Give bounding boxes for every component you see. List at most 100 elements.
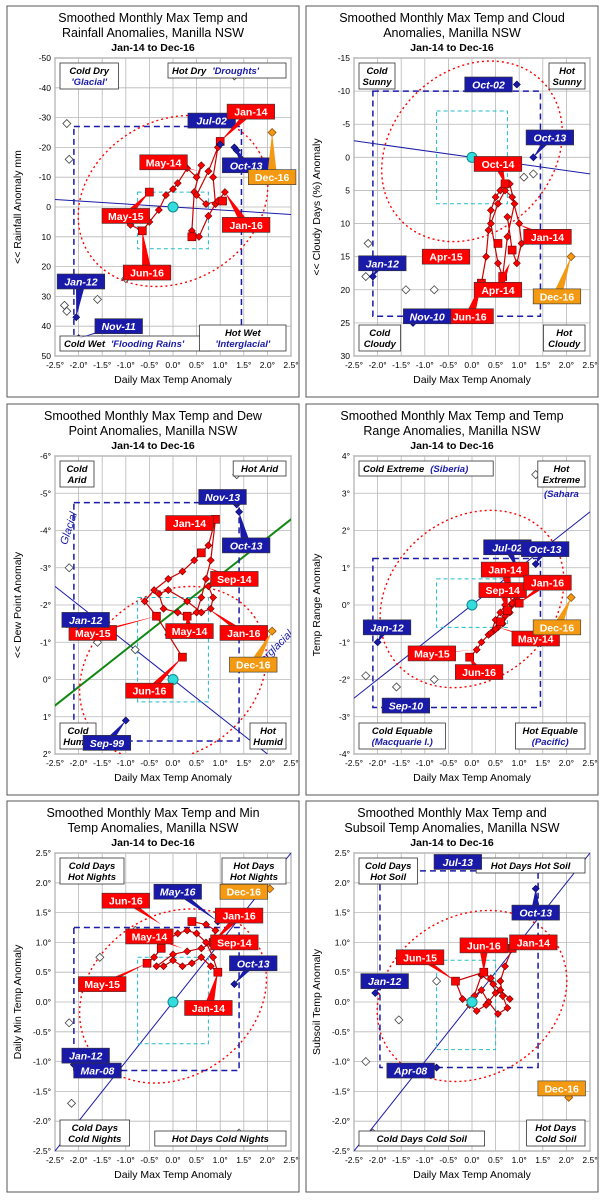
- y-tick-label: -2.5°: [33, 1146, 51, 1156]
- open-point: [519, 172, 529, 182]
- x-tick-label: -1.5°: [93, 1155, 111, 1165]
- x-tick-label: -1.5°: [93, 758, 111, 768]
- y-tick-label: 4°: [342, 451, 350, 461]
- x-tick-label: -2.5°: [46, 360, 64, 370]
- corner-label-sub: Sunny: [552, 77, 582, 88]
- y-tick-label: 10: [42, 232, 52, 242]
- callout-label: May-15: [414, 648, 450, 660]
- highlight-point: [514, 598, 524, 608]
- series-point: [491, 193, 500, 201]
- callout-box: [165, 623, 214, 639]
- callout-label: Dec-16: [227, 887, 262, 899]
- callout-label: Jan-12: [368, 976, 401, 988]
- callout-label: May-15: [108, 211, 144, 223]
- callout-label: Jan-14: [173, 518, 206, 530]
- series-point: [164, 586, 173, 595]
- x-axis-label: Daily Max Temp Anomaly: [413, 772, 531, 784]
- y-tick-label: 50: [42, 351, 52, 361]
- series-point: [197, 161, 206, 170]
- callout-box: [473, 156, 523, 172]
- open-point: [391, 682, 402, 692]
- callout-label: Sep-99: [90, 738, 125, 750]
- quartile-box: [436, 959, 497, 1051]
- callout-label: Jan-16: [230, 220, 263, 232]
- callout-label: Dec-16: [540, 622, 575, 634]
- callout-box: [187, 112, 236, 129]
- y-tick-label: 1°: [342, 563, 350, 573]
- y-tick-label: 0.0°: [36, 997, 51, 1007]
- highlight-point: [178, 652, 187, 662]
- chart-title-line-2: Subsoil Temp Anomalies, Manilla NSW: [344, 821, 559, 835]
- callout-label: Jul-02: [197, 116, 228, 128]
- x-tick-label: 0.5°: [189, 758, 204, 768]
- corner-label-sub: (Macquarie I.): [372, 737, 433, 748]
- x-tick-label: -0.5°: [140, 1155, 158, 1165]
- series-point: [187, 959, 196, 968]
- series-point: [482, 252, 491, 261]
- callout-label: May-14: [172, 626, 208, 638]
- corner-label-main: Hot: [559, 66, 576, 77]
- y-tick-label: 0: [46, 202, 51, 212]
- series-point: [515, 219, 524, 228]
- callout-box: [362, 619, 412, 636]
- callout-label: Jun-16: [467, 940, 501, 952]
- series-point: [206, 556, 215, 565]
- series-line: [454, 948, 513, 1015]
- series-point: [197, 953, 206, 962]
- x-tick-label: 1.0°: [512, 758, 527, 768]
- envelope-oval: [78, 585, 268, 754]
- x-tick-label: -2.0°: [70, 758, 88, 768]
- y-tick-label: -5°: [40, 488, 51, 498]
- highlight-point: [152, 611, 161, 621]
- corner-label-sub: Sunny: [362, 77, 392, 88]
- x-tick-label: -1.0°: [117, 360, 135, 370]
- corner-label-box: [221, 857, 287, 885]
- callout-label: Apr-15: [429, 252, 462, 264]
- highlight-point: [156, 944, 166, 953]
- x-tick-label: 2.5°: [283, 360, 298, 370]
- x-tick-label: 2.5°: [582, 1155, 597, 1165]
- quartile-box: [436, 110, 508, 205]
- callout-label: Dec-16: [255, 172, 290, 184]
- callout-box: [433, 854, 482, 870]
- callout-box: [509, 934, 558, 951]
- open-point: [361, 271, 371, 282]
- corner-label-main: Hot Days Cold Nights: [172, 1134, 269, 1145]
- y-tick-label: 0.5°: [335, 967, 350, 977]
- plot-content: [354, 470, 590, 714]
- series-point: [503, 1004, 512, 1012]
- y-tick-label: 0.5°: [36, 967, 51, 977]
- series-point: [486, 219, 495, 228]
- callout-box: [56, 273, 106, 290]
- series-point: [150, 953, 159, 962]
- callout-box: [210, 571, 259, 587]
- callout-box: [521, 541, 570, 557]
- callout-box: [122, 264, 172, 281]
- chart-subtitle: Jan-14 to Dec-16: [111, 440, 195, 452]
- y-tick-label: 20: [42, 262, 52, 272]
- x-tick-label: -1.0°: [416, 758, 434, 768]
- range-box: [73, 926, 240, 1072]
- open-point: [429, 285, 439, 295]
- corner-label-sub: Humid: [253, 737, 283, 748]
- corner-label: Cold Wet 'Flooding Rains': [64, 339, 185, 350]
- x-tick-label: -2.5°: [46, 758, 64, 768]
- series-point: [159, 604, 168, 613]
- reference-point: [529, 153, 538, 162]
- x-axis-label: Daily Max Temp Anomaly: [413, 1169, 531, 1181]
- callout-label: Oct-13: [230, 540, 263, 552]
- x-tick-label: 1.5°: [535, 360, 550, 370]
- callout-label: Sep-14: [217, 937, 252, 949]
- callout-box: [525, 129, 574, 146]
- series-point: [508, 193, 517, 201]
- callout-box: [248, 169, 297, 185]
- corner-label-sub: Cloudy: [364, 339, 397, 350]
- corner-label-main: Hot Arid: [241, 464, 278, 475]
- corner-label-box: [167, 62, 287, 79]
- callout-label: May-16: [160, 887, 196, 899]
- y-tick-label: -2.5°: [332, 1146, 350, 1156]
- corner-label-sub: 'Flooding Rains': [111, 339, 185, 350]
- y-tick-label: 2.5°: [36, 848, 51, 858]
- series-point: [197, 608, 206, 617]
